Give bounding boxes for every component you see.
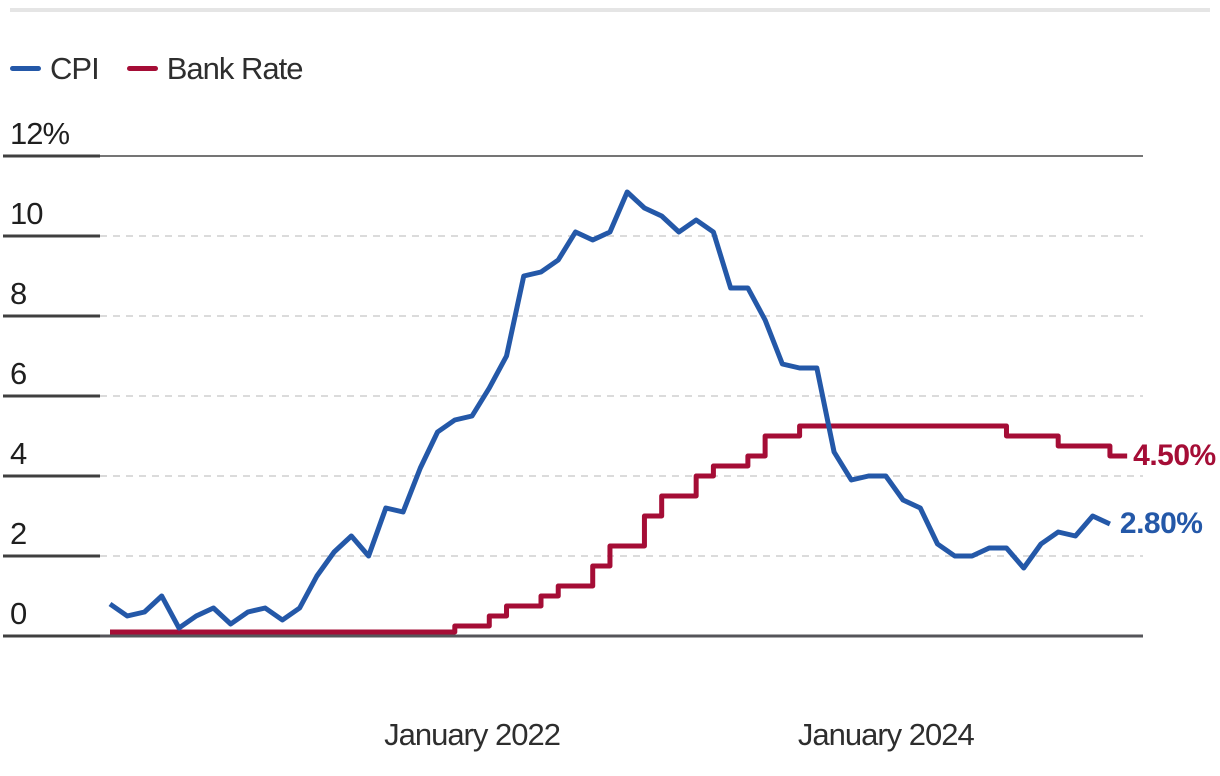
legend-label-cpi: CPI [50, 51, 100, 86]
y-tick-label: 10 [10, 196, 43, 231]
y-tick-label: 2 [10, 516, 27, 551]
legend-item-bank-rate[interactable]: Bank Rate [126, 51, 304, 86]
y-tick-label: 8 [10, 276, 27, 311]
legend-label-bank-rate: Bank Rate [166, 51, 304, 86]
top-divider [10, 8, 1210, 12]
legend-swatch-bank-rate [126, 66, 158, 71]
cpi-line [108, 189, 1111, 631]
y-tick-label: 4 [10, 436, 27, 471]
x-tick-label: January 2022 [384, 717, 561, 752]
legend-swatch-cpi [10, 66, 41, 71]
y-tick-label: 12% [10, 116, 70, 151]
legend: CPI Bank Rate [10, 51, 304, 86]
end-label-cpi: 2.80% [1119, 507, 1203, 540]
legend-item-cpi[interactable]: CPI [10, 51, 100, 86]
end-label-bank-rate: 4.50% [1133, 439, 1216, 472]
y-tick-label: 6 [10, 356, 27, 391]
x-tick-label: January 2024 [797, 717, 975, 752]
bank-rate-line [110, 423, 1128, 635]
y-tick-label: 0 [10, 596, 27, 631]
